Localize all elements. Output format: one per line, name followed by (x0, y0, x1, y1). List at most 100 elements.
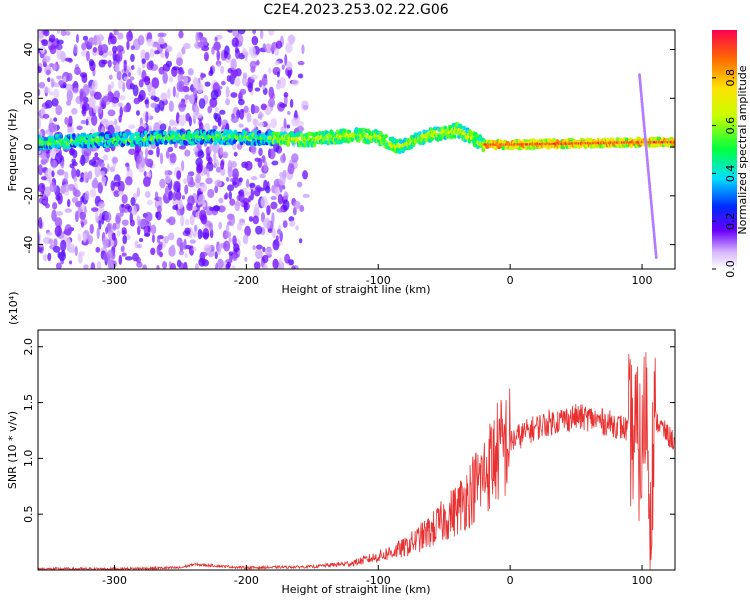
spectrogram-cell (250, 53, 258, 59)
spectrogram-cell (112, 45, 118, 54)
spectrogram-cell (245, 178, 250, 188)
spectrogram-cell (149, 162, 153, 169)
spectrogram-cell (38, 65, 42, 74)
spectrogram-cell (274, 60, 280, 66)
spectrogram-cell (52, 82, 61, 88)
spectrogram-cell (80, 204, 85, 210)
spectrogram-cell (130, 204, 137, 216)
spectrogram-cell (175, 190, 182, 201)
spectrogram-cell (252, 215, 260, 225)
spectrogram-cell (90, 114, 98, 126)
spectrogram-cell (286, 124, 291, 129)
spectrogram-cell (213, 159, 220, 168)
spectrogram-cell (184, 149, 191, 157)
spectrogram-ridge-cell (162, 130, 167, 136)
spectrogram-cell (60, 160, 65, 169)
spectrogram-cell (66, 89, 73, 102)
spectrogram-cell (255, 184, 262, 193)
spectrogram-cell (110, 239, 115, 247)
spectrogram-cell (192, 230, 197, 238)
spectrogram-cell (162, 71, 168, 84)
spectrogram-cell (275, 40, 283, 50)
spectrogram-cell (230, 161, 237, 168)
spectrogram-cell (88, 96, 96, 108)
spectrogram-cell (67, 58, 73, 63)
spectrogram-cell (184, 227, 191, 235)
spectrogram-cell (206, 171, 210, 178)
spectrogram-ridge-cell (432, 126, 437, 131)
spectrogram-cell (239, 218, 246, 223)
spectrogram-cell (104, 211, 112, 223)
spectrogram-ridge-cell (475, 134, 479, 139)
spectrogram-cell (49, 44, 57, 55)
spectrogram-cell (55, 43, 63, 51)
spectrogram-cell (250, 188, 255, 201)
spectrogram-cell (38, 164, 43, 176)
spectrogram-cell (45, 168, 53, 180)
spectrogram-cell (217, 244, 222, 252)
spectrogram-cell (283, 92, 289, 98)
spectrogram-cell (221, 80, 226, 86)
spectrogram-ridge-cell (65, 145, 70, 150)
spectrogram-cell (168, 100, 174, 113)
spectrogram-cell (194, 224, 198, 232)
spectrogram-cell (255, 225, 263, 235)
spectrogram-cell (136, 244, 142, 249)
spectrogram-cell (144, 51, 150, 61)
spectrogram-ridge-cell (244, 130, 248, 136)
spectrogram-cell (254, 203, 260, 211)
bottom-y-tick-label: 1.0 (22, 450, 35, 468)
spectrogram-cell (119, 95, 126, 101)
spectrogram-cell (165, 150, 170, 159)
spectrogram-cell (220, 167, 226, 176)
spectrogram-cell (151, 87, 156, 97)
spectrogram-cell (75, 169, 81, 178)
spectrogram-cell (162, 261, 168, 269)
spectrogram-cell (98, 219, 102, 230)
spectrogram-cell (213, 112, 218, 120)
bottom-x-tick-label: -200 (234, 574, 259, 587)
bottom-y-tick-label: 0.5 (22, 505, 35, 523)
spectrogram-cell (130, 53, 135, 62)
spectrogram-cell (214, 36, 218, 42)
spectrogram-cell (128, 148, 136, 155)
spectrogram-cell (47, 252, 52, 262)
spectrogram-panel: -300 -200 -100 0 100 40 20 0 -20 -40 Height of s… (6, 29, 676, 296)
spectrogram-cell (248, 195, 252, 203)
spectrogram-ridge-cell (398, 149, 402, 155)
spectrogram-cell (203, 51, 209, 62)
spectrogram-cell (132, 84, 139, 97)
spectrogram-cell (38, 197, 44, 204)
spectrogram-cell (85, 118, 89, 126)
spectrogram-cell (55, 210, 64, 216)
spectrogram-cell (160, 92, 168, 102)
spectrogram-cell (142, 264, 148, 269)
spectrogram-cell (90, 262, 96, 269)
spectrogram-cell (124, 256, 133, 261)
spectrogram-cell (272, 258, 279, 269)
spectrogram-cell (181, 46, 186, 55)
spectrogram-cell (181, 160, 185, 172)
spectrogram-ridge-cell (100, 132, 105, 137)
spectrogram-cell (278, 76, 286, 89)
spectrogram-cell (80, 196, 84, 203)
spectrogram-cell (40, 158, 47, 165)
spectrogram-cell (239, 88, 247, 95)
spectrogram-cell (125, 176, 133, 186)
spectrogram-cell (265, 185, 271, 194)
spectrogram-cell (270, 201, 278, 210)
spectrogram-cell (154, 50, 160, 55)
spectrogram-cell (92, 79, 98, 91)
spectrogram-ridge-cell (462, 125, 467, 131)
spectrogram-cell (214, 251, 218, 260)
spectrogram-cell (38, 234, 41, 246)
spectrogram-cell (106, 249, 114, 260)
spectrogram-cell (178, 145, 187, 150)
spectrogram-cell (167, 232, 175, 241)
spectrogram-cell (295, 225, 299, 231)
spectrogram-cell (223, 50, 228, 59)
spectrogram-cell (130, 45, 136, 51)
spectrogram-cell (296, 125, 305, 133)
colorbar-label: Normalized spectral amplitude (736, 65, 749, 234)
